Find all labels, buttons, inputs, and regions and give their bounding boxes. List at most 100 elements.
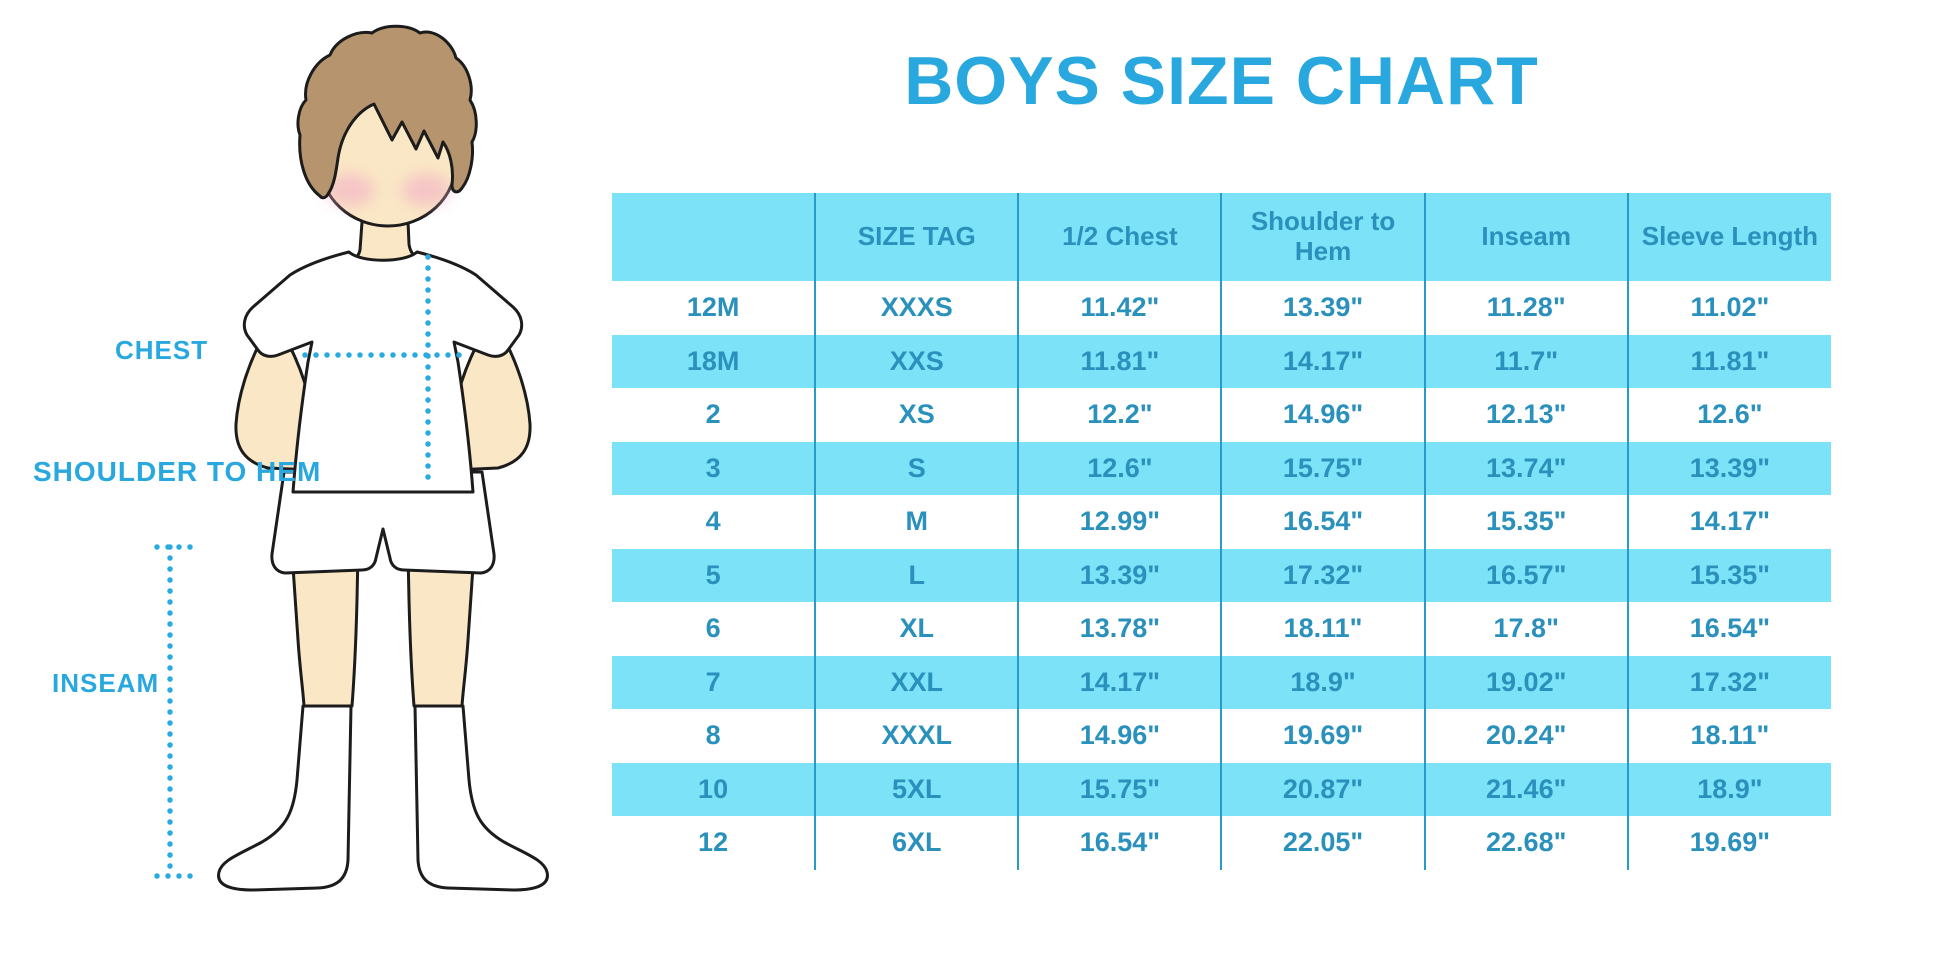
inseam-label: INSEAM: [52, 668, 160, 698]
measurement-cell: 18.9": [1220, 655, 1425, 709]
size-label-cell: 8: [705, 720, 721, 751]
measurement-cell: 15.35": [1626, 548, 1831, 602]
shorts-shape: [270, 470, 496, 575]
column-header: SIZE TAG: [814, 193, 1019, 281]
right-sock-shape: [413, 704, 549, 892]
measurement-cell: 12.6": [1017, 441, 1222, 495]
measurement-cell: 11.28": [1423, 281, 1628, 335]
right-leg-shape: [406, 550, 476, 708]
table-row: 2 XS 12.2" 14.96" 12.13" 12.6": [612, 388, 1831, 442]
measurement-cell: 11.81": [1017, 334, 1222, 388]
measurement-cell: 11.42": [1017, 281, 1222, 335]
measurement-cell: 14.17": [1626, 495, 1831, 549]
chest-label: CHEST: [115, 335, 209, 365]
table-row: 4 M 12.99" 16.54" 15.35" 14.17": [612, 495, 1831, 549]
table-row: 18M XXS 11.81" 14.17" 11.7" 11.81": [612, 334, 1831, 388]
measurement-cell: 14.17": [1220, 334, 1425, 388]
measurement-cell: 15.75": [1017, 762, 1222, 816]
size-label-cell: 10: [612, 762, 816, 816]
measurement-cell: 22.68": [1423, 816, 1628, 870]
size-label-cell: 12M: [686, 292, 740, 323]
measurement-cell: 13.39": [1220, 281, 1425, 335]
table-row: 10 5XL 15.75" 20.87" 21.46" 18.9": [612, 762, 1831, 816]
measurement-cell: L: [814, 548, 1019, 602]
measurement-cell: 13.39": [1017, 548, 1222, 602]
measurement-cell: 18.11": [1626, 709, 1831, 763]
measurement-cell: XXS: [814, 334, 1019, 388]
measurement-cell: XXXS: [814, 281, 1019, 335]
column-header: Inseam: [1423, 193, 1628, 281]
measurement-cell: M: [814, 495, 1019, 549]
table-header-row: SIZE TAG 1/2 Chest Shoulder to Hem Inseam Sl…: [612, 193, 1831, 281]
table-row: 6 XL 13.78" 18.11" 17.8" 16.54": [612, 602, 1831, 656]
measurement-cell: 17.8": [1423, 602, 1628, 656]
measurement-cell: XXXL: [814, 709, 1019, 763]
column-header: [612, 193, 816, 281]
measurement-cell: 15.35": [1423, 495, 1628, 549]
size-label-cell: 12: [698, 827, 729, 858]
table-row: 8 XXXL 14.96" 19.69" 20.24" 18.11": [612, 709, 1831, 763]
measurement-cell: 11.02": [1626, 281, 1831, 335]
table-row: 7 XXL 14.17" 18.9" 19.02" 17.32": [612, 655, 1831, 709]
measurement-cell: 13.39": [1626, 441, 1831, 495]
right-arm-shape: [452, 326, 532, 472]
measurement-cell: 21.46": [1423, 762, 1628, 816]
measurement-cell: 17.32": [1220, 548, 1425, 602]
table-row: 5 L 13.39" 17.32" 16.57" 15.35": [612, 548, 1831, 602]
hair-shape: [296, 24, 478, 200]
measurement-cell: 14.96": [1017, 709, 1222, 763]
measurement-cell: 12.13": [1423, 388, 1628, 442]
left-sock-shape: [217, 704, 353, 892]
size-label-cell: 6: [705, 613, 721, 644]
measurement-cell: 20.24": [1423, 709, 1628, 763]
measurement-cell: 16.54": [1220, 495, 1425, 549]
table-row: 3 S 12.6" 15.75" 13.74" 13.39": [612, 441, 1831, 495]
measurement-cell: XS: [814, 388, 1019, 442]
left-arm-shape: [234, 326, 314, 472]
measurement-cell: 11.81": [1626, 334, 1831, 388]
measurement-cell: 15.75": [1220, 441, 1425, 495]
measurement-cell: 6XL: [814, 816, 1019, 870]
column-header: 1/2 Chest: [1017, 193, 1222, 281]
measurement-cell: 19.02": [1423, 655, 1628, 709]
table-row: 12M XXXS 11.42" 13.39" 11.28" 11.02": [612, 281, 1831, 335]
size-label-cell: 7: [612, 655, 816, 709]
size-label-cell: 18M: [612, 334, 816, 388]
page-title: BOYS SIZE CHART: [904, 43, 1539, 119]
measurement-cell: 16.57": [1423, 548, 1628, 602]
measurement-cell: 16.54": [1626, 602, 1831, 656]
measurement-cell: 14.17": [1017, 655, 1222, 709]
measurement-cell: 11.7": [1423, 334, 1628, 388]
table-body: 12M XXXS 11.42" 13.39" 11.28" 11.02" 18M XXS 11.…: [612, 281, 1831, 870]
size-label-cell: 3: [612, 441, 816, 495]
size-label-cell: 5: [612, 548, 816, 602]
measurement-cell: S: [814, 441, 1019, 495]
measurement-cell: 18.11": [1220, 602, 1425, 656]
boy-illustration: [154, 24, 549, 892]
measurement-cell: 18.9": [1626, 762, 1831, 816]
measurement-cell: 12.6": [1626, 388, 1831, 442]
measurement-cell: 17.32": [1626, 655, 1831, 709]
measurement-cell: 16.54": [1017, 816, 1222, 870]
measurement-cell: 5XL: [814, 762, 1019, 816]
left-cheek: [326, 174, 374, 206]
measurement-cell: 13.78": [1017, 602, 1222, 656]
measurement-cell: 19.69": [1626, 816, 1831, 870]
shoulder-to-hem-label: SHOULDER TO HEM: [33, 456, 322, 487]
measurement-cell: 19.69": [1220, 709, 1425, 763]
measurement-cell: XXL: [814, 655, 1019, 709]
measurement-cell: 20.87": [1220, 762, 1425, 816]
measurement-cell: 12.99": [1017, 495, 1222, 549]
table-row: 12 6XL 16.54" 22.05" 22.68" 19.69": [612, 816, 1831, 870]
measurement-cell: 13.74": [1423, 441, 1628, 495]
size-table: SIZE TAG 1/2 Chest Shoulder to Hem Inseam Sl…: [612, 193, 1831, 870]
measurement-cell: 22.05": [1220, 816, 1425, 870]
measurement-cell: 12.2": [1017, 388, 1222, 442]
shirt-shape: [242, 250, 524, 494]
measurement-cell: 14.96": [1220, 388, 1425, 442]
left-leg-shape: [290, 550, 360, 708]
column-header: Sleeve Length: [1626, 193, 1831, 281]
size-label-cell: 2: [705, 399, 721, 430]
measurement-cell: XL: [814, 602, 1019, 656]
right-cheek: [402, 174, 450, 206]
